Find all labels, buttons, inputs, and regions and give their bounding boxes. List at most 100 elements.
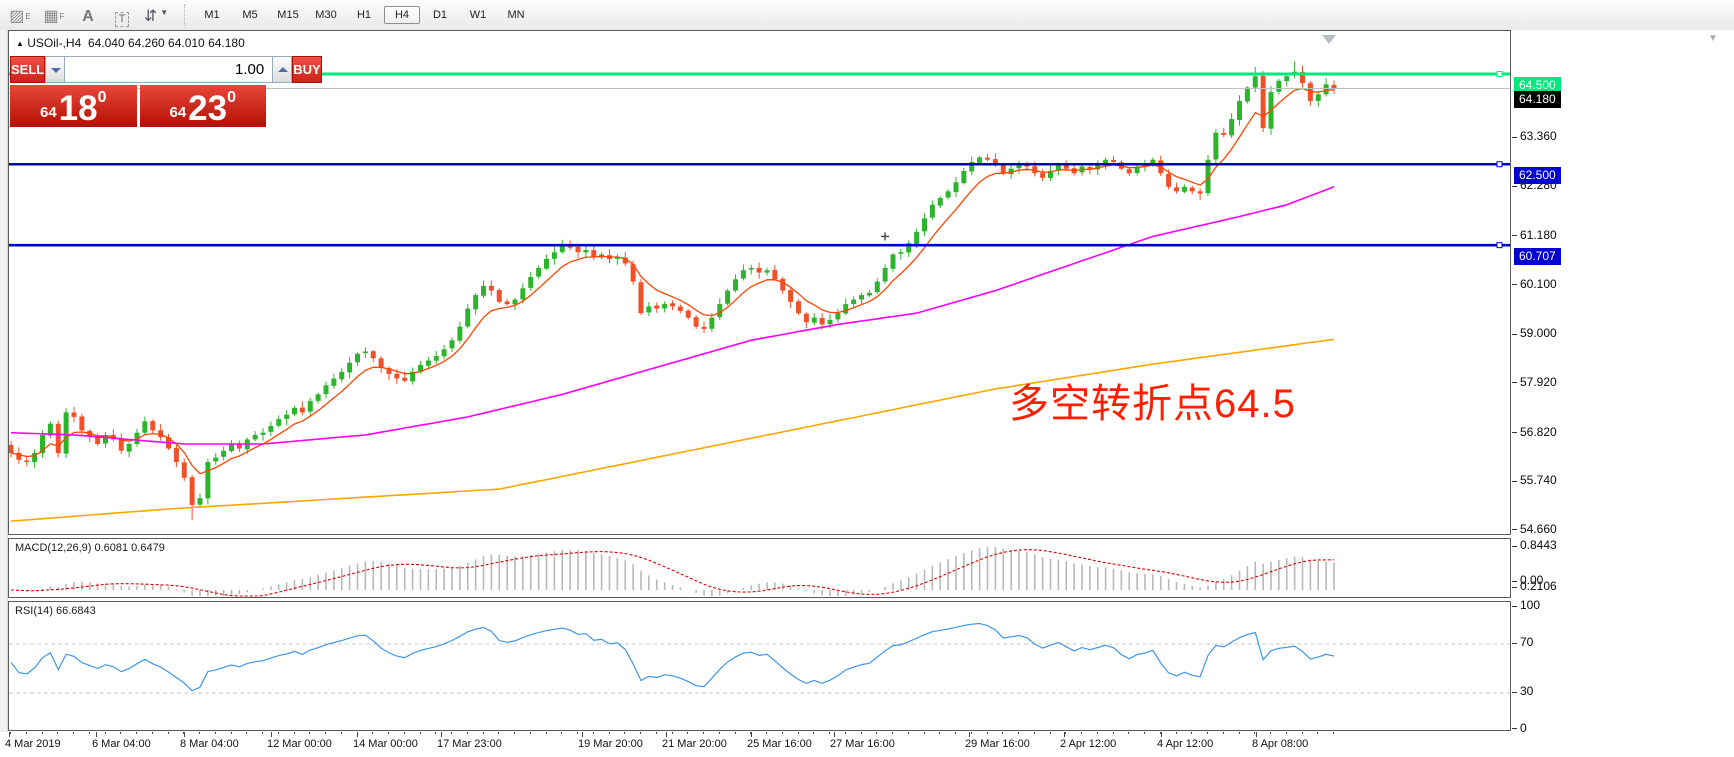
time-axis-minor-tick — [640, 732, 641, 734]
price-level-badge: 62.500 — [1514, 167, 1561, 185]
volume-input[interactable] — [65, 56, 273, 83]
time-axis-minor-tick — [1191, 732, 1193, 734]
time-axis-label: 6 Mar 04:00 — [92, 738, 151, 750]
time-axis-label: 17 Mar 23:00 — [437, 738, 502, 750]
time-axis-tick — [582, 732, 583, 737]
window-left-edge — [0, 30, 8, 732]
time-axis-tick — [751, 732, 752, 737]
chart-title: ▲ USOil-,H4 64.040 64.260 64.010 64.180 — [16, 36, 245, 50]
price-axis-label: 59.000 — [1520, 326, 1557, 341]
grid-icon[interactable]: ▦ F — [40, 3, 68, 27]
time-axis-minor-tick — [561, 732, 563, 734]
volume-increase-button[interactable] — [272, 56, 293, 83]
time-axis-minor-tick — [435, 732, 437, 734]
time-axis-minor-tick — [687, 732, 689, 734]
buy-price-display[interactable]: 64 23 0 — [139, 85, 266, 129]
axis-tick — [1512, 480, 1517, 482]
price-axis-label: 60.100 — [1520, 276, 1557, 291]
arrows-tool-icon[interactable]: ⇵ ▼ — [142, 3, 170, 27]
axis-tick — [1512, 432, 1517, 434]
time-axis-minor-tick — [876, 732, 878, 734]
time-axis-minor-tick — [214, 732, 216, 734]
time-axis-tick — [666, 732, 667, 737]
sell-button[interactable]: SELL — [10, 56, 46, 83]
time-axis-tick — [969, 732, 970, 737]
time-axis[interactable]: 4 Mar 2019 6 Mar 04:00 8 Mar 04:00 12 Mar 0… — [0, 732, 1734, 757]
tf-button-mn[interactable]: MN — [507, 9, 525, 21]
line-handle[interactable] — [1496, 242, 1503, 249]
tf-button-h1[interactable]: H1 — [356, 9, 372, 21]
price-axis[interactable]: ▼ 63.360 62.280 61.180 60.100 59.000 57.920 56… — [1512, 30, 1734, 735]
sell-price-pips: 18 — [58, 89, 98, 129]
time-axis-minor-tick — [813, 732, 815, 734]
time-axis-label: 25 Mar 16:00 — [747, 738, 812, 750]
line-handle[interactable] — [1496, 71, 1503, 77]
axis-tick — [1512, 529, 1517, 531]
price-axis-label: 57.920 — [1520, 374, 1557, 389]
one-click-trading-panel: SELL BUY 64 18 0 64 23 0 — [10, 56, 322, 129]
buy-price-pips: 23 — [188, 89, 228, 129]
text-tool-icon[interactable]: T — [108, 3, 136, 27]
line-handle[interactable] — [1496, 161, 1503, 168]
time-axis-label: 14 Mar 00:00 — [353, 738, 418, 750]
time-axis-label: 12 Mar 00:00 — [267, 738, 332, 750]
time-axis-minor-tick — [860, 732, 862, 734]
time-axis-minor-tick — [829, 732, 830, 734]
time-axis-minor-tick — [986, 732, 988, 734]
rsi-canvas[interactable] — [9, 602, 1510, 730]
main-chart-pane: ▲ USOil-,H4 64.040 64.260 64.010 64.180 … — [8, 30, 1511, 535]
triangle-up-icon — [278, 67, 289, 72]
tf-button-d1[interactable]: D1 — [432, 9, 448, 21]
time-axis-minor-tick — [970, 732, 972, 734]
time-axis-minor-tick — [1096, 732, 1098, 734]
axis-corner-icon: ▼ — [1708, 33, 1718, 44]
price-level-badge: 64.180 — [1514, 91, 1561, 109]
trade-buttons-row: SELL BUY — [10, 56, 322, 83]
chart-annotation-text[interactable]: 多空转折点64.5 — [1009, 382, 1296, 426]
axis-tick — [1512, 605, 1517, 607]
time-axis-minor-tick — [1222, 732, 1224, 734]
volume-decrease-button[interactable] — [45, 56, 66, 83]
sell-price-base: 64 — [39, 104, 57, 121]
price-axis-label: 55.740 — [1520, 473, 1557, 488]
tf-button-m5[interactable]: M5 — [242, 9, 258, 21]
time-axis-label: 4 Apr 12:00 — [1157, 738, 1214, 750]
time-axis-minor-tick — [88, 732, 90, 734]
chevron-down-icon[interactable]: ▼ — [160, 8, 169, 17]
tf-button-m30[interactable]: M30 — [315, 9, 337, 21]
time-axis-tick — [357, 732, 358, 737]
time-axis-minor-tick — [41, 732, 43, 734]
label-tool-icon[interactable]: A — [74, 3, 102, 27]
price-axis-label: 56.820 — [1520, 424, 1557, 439]
time-axis-label: 21 Mar 20:00 — [662, 738, 727, 750]
macd-axis-label: 0.8443 — [1520, 538, 1557, 552]
tf-button-h4[interactable]: H4 — [384, 6, 420, 24]
time-axis-minor-tick — [403, 732, 405, 734]
macd-canvas[interactable] — [9, 539, 1510, 597]
time-axis-label: 8 Apr 08:00 — [1252, 738, 1309, 750]
time-axis-tick — [184, 732, 185, 737]
time-axis-minor-tick — [25, 732, 27, 734]
time-axis-tick — [271, 732, 272, 737]
time-axis-minor-tick — [293, 732, 295, 734]
time-axis-minor-tick — [907, 732, 909, 734]
time-axis-minor-tick — [1033, 732, 1035, 734]
volume-widget — [45, 56, 293, 83]
tf-button-m1[interactable]: M1 — [204, 9, 220, 21]
chart-shift-marker-icon[interactable] — [1322, 35, 1336, 44]
rsi-axis-label: 0 — [1520, 720, 1527, 735]
tf-button-m15[interactable]: M15 — [277, 9, 299, 21]
hatch-chart-icon[interactable]: ▨ E — [6, 3, 34, 27]
time-axis-minor-tick — [1317, 732, 1319, 734]
buy-button[interactable]: BUY — [292, 56, 322, 83]
time-axis-minor-tick — [309, 732, 311, 734]
tf-button-w1[interactable]: W1 — [469, 9, 487, 21]
axis-tick — [1512, 333, 1517, 335]
sell-price-display[interactable]: 64 18 0 — [10, 85, 137, 127]
axis-tick — [1512, 382, 1517, 384]
time-axis-minor-tick — [73, 732, 74, 734]
time-axis-minor-tick — [1065, 732, 1067, 734]
collapse-triangle-icon[interactable]: ▲ — [16, 39, 24, 48]
time-axis-minor-tick — [419, 732, 421, 734]
